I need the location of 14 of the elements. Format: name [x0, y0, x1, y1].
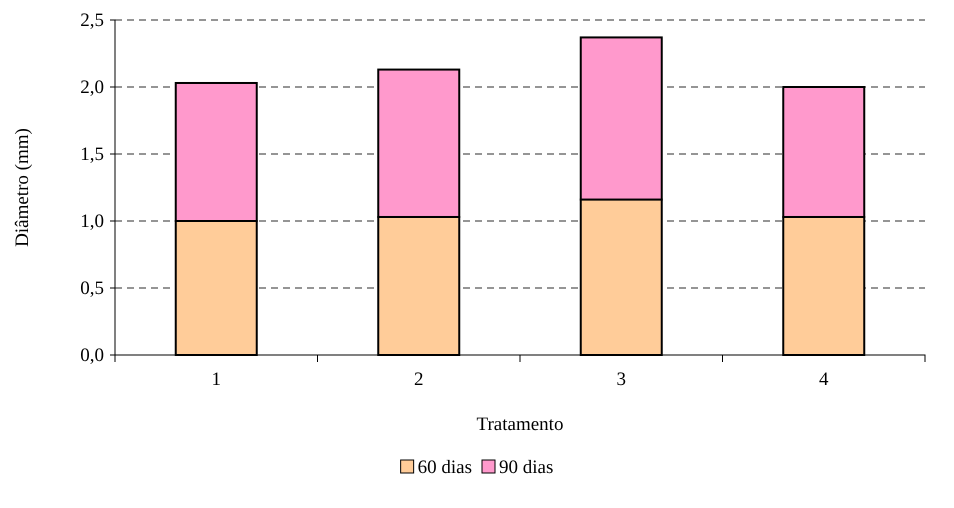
y-tick-label: 0,0 — [80, 345, 104, 366]
x-tick-label: 3 — [616, 369, 626, 390]
y-tick-label: 2,0 — [80, 77, 104, 98]
y-tick-label: 2,5 — [80, 10, 104, 32]
y-axis-title: Diâmetro (mm) — [12, 128, 33, 247]
y-tick-label: 0,5 — [80, 278, 104, 300]
x-tick-label: 4 — [819, 369, 829, 390]
y-tick-label: 1,0 — [80, 211, 104, 232]
legend-label: 90 dias — [499, 457, 554, 478]
y-tick-label: 1,5 — [80, 144, 104, 166]
x-tick-label: 1 — [212, 369, 221, 390]
x-axis-title: Tratamento — [476, 414, 564, 435]
x-tick-label: 2 — [414, 369, 424, 390]
legend-label: 60 dias — [418, 457, 472, 478]
